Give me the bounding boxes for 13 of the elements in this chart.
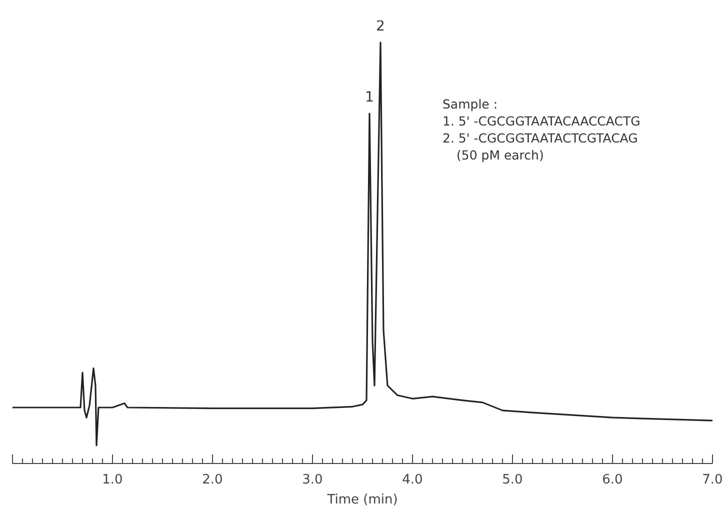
- annotation: (50 pM earch): [456, 148, 544, 162]
- x-tick-label: 7.0: [702, 472, 723, 488]
- annotation: 1: [365, 90, 374, 106]
- x-tick-label: 6.0: [602, 472, 623, 488]
- x-tick-label: 3.0: [302, 472, 323, 488]
- annotation: 2. 5' -CGCGGTAATACTCGTACAG: [442, 130, 638, 146]
- annotation: 1. 5' -CGCGGTAATACAACCACTG: [442, 114, 640, 128]
- x-tick-label: 5.0: [502, 472, 523, 488]
- x-tick-label: 2.0: [202, 472, 223, 488]
- annotation: Sample :: [442, 96, 498, 112]
- x-tick-label: 1.0: [102, 472, 123, 488]
- x-axis-title: Time (min): [326, 492, 398, 508]
- x-tick-label: 4.0: [402, 472, 423, 488]
